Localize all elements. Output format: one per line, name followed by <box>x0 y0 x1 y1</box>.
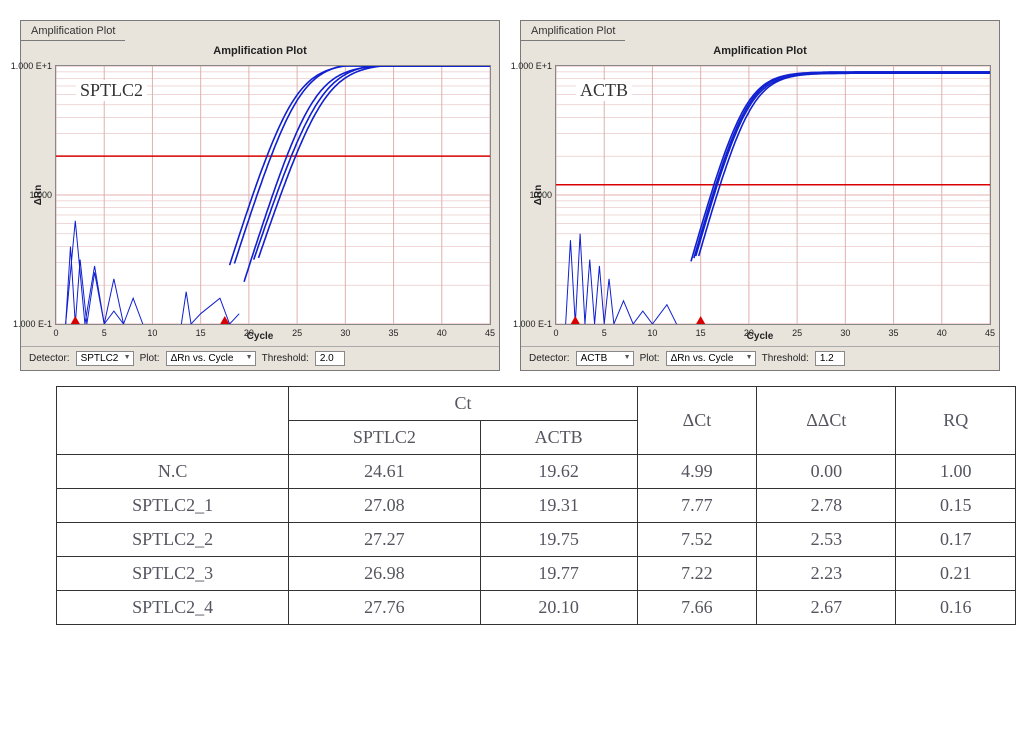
chart-tab[interactable]: Amplification Plot <box>21 22 125 41</box>
y-tick-label: 1.000 E-1 <box>8 319 52 329</box>
table-row: SPTLC2_326.9819.777.222.230.21 <box>57 557 1016 591</box>
cell-rq: 0.21 <box>896 557 1016 591</box>
x-tick-label: 40 <box>937 328 947 338</box>
table-row: SPTLC2_427.7620.107.662.670.16 <box>57 591 1016 625</box>
plot-svg-0 <box>56 66 490 324</box>
cell-ddct: 2.23 <box>757 557 896 591</box>
y-tick-label: 1.000 <box>508 190 552 200</box>
table-row: SPTLC2_227.2719.757.522.530.17 <box>57 523 1016 557</box>
chart-panel-sptlc2: Amplification Plot Amplification Plot ΔR… <box>20 20 500 371</box>
chart-title: Amplification Plot <box>21 41 499 61</box>
plot-type-label: Plot: <box>140 353 160 364</box>
sample-label: ACTB <box>576 80 632 101</box>
y-tick-label: 1.000 E+1 <box>508 61 552 71</box>
x-tick-label: 20 <box>744 328 754 338</box>
x-tick-label: 0 <box>553 328 558 338</box>
x-tick-label: 0 <box>53 328 58 338</box>
table-row: N.C24.6119.624.990.001.00 <box>57 455 1016 489</box>
y-tick-label: 1.000 <box>8 190 52 200</box>
cell-ct_sptlc2: 26.98 <box>289 557 480 591</box>
plot-type-select[interactable]: ΔRn vs. Cycle <box>166 351 256 366</box>
x-tick-label: 10 <box>147 328 157 338</box>
plot-type-select[interactable]: ΔRn vs. Cycle <box>666 351 756 366</box>
ct-data-table: Ct ΔCt ΔΔCt RQ SPTLC2 ACTB N.C24.6119.62… <box>56 386 1016 625</box>
x-tick-label: 15 <box>696 328 706 338</box>
detector-select[interactable]: SPTLC2 <box>76 351 134 366</box>
y-tick-label: 1.000 E+1 <box>8 61 52 71</box>
cell-ct_actb: 19.75 <box>480 523 637 557</box>
plot-type-label: Plot: <box>640 353 660 364</box>
cell-dct: 7.66 <box>637 591 757 625</box>
col-ct: Ct <box>289 387 637 421</box>
cell-rq: 0.17 <box>896 523 1016 557</box>
sample-label: SPTLC2 <box>76 80 147 101</box>
detector-label: Detector: <box>529 353 570 364</box>
cell-name: SPTLC2_1 <box>57 489 289 523</box>
x-tick-label: 20 <box>244 328 254 338</box>
table-header-row-1: Ct ΔCt ΔΔCt RQ <box>57 387 1016 421</box>
chart-tab[interactable]: Amplification Plot <box>521 22 625 41</box>
chart-controls: Detector: SPTLC2 Plot: ΔRn vs. Cycle Thr… <box>21 346 499 370</box>
plot-area-actb: ΔRn ACTB 1.000 E+11.0001.000 E-105101520… <box>555 65 991 325</box>
x-tick-label: 45 <box>985 328 995 338</box>
cell-ct_actb: 19.62 <box>480 455 637 489</box>
chart-controls: Detector: ACTB Plot: ΔRn vs. Cycle Thres… <box>521 346 999 370</box>
cell-name: SPTLC2_3 <box>57 557 289 591</box>
cell-name: SPTLC2_4 <box>57 591 289 625</box>
table-row: SPTLC2_127.0819.317.772.780.15 <box>57 489 1016 523</box>
cell-ct_sptlc2: 24.61 <box>289 455 480 489</box>
cell-rq: 1.00 <box>896 455 1016 489</box>
cell-ct_sptlc2: 27.76 <box>289 591 480 625</box>
x-tick-label: 35 <box>889 328 899 338</box>
threshold-input[interactable]: 2.0 <box>315 351 345 366</box>
cell-name: SPTLC2_2 <box>57 523 289 557</box>
x-axis-label: Cycle <box>21 329 499 346</box>
detector-label: Detector: <box>29 353 70 364</box>
cell-ddct: 2.53 <box>757 523 896 557</box>
cell-ct_actb: 20.10 <box>480 591 637 625</box>
cell-ct_sptlc2: 27.27 <box>289 523 480 557</box>
x-tick-label: 5 <box>102 328 107 338</box>
col-rq: RQ <box>896 387 1016 455</box>
cell-dct: 7.77 <box>637 489 757 523</box>
x-tick-label: 30 <box>840 328 850 338</box>
cell-name: N.C <box>57 455 289 489</box>
x-tick-label: 25 <box>292 328 302 338</box>
cell-ct_actb: 19.31 <box>480 489 637 523</box>
table-body: N.C24.6119.624.990.001.00SPTLC2_127.0819… <box>57 455 1016 625</box>
cell-ct_sptlc2: 27.08 <box>289 489 480 523</box>
cell-ddct: 2.67 <box>757 591 896 625</box>
x-tick-label: 10 <box>647 328 657 338</box>
threshold-label: Threshold: <box>762 353 809 364</box>
x-tick-label: 40 <box>437 328 447 338</box>
col-ddct: ΔΔCt <box>757 387 896 455</box>
x-tick-label: 30 <box>340 328 350 338</box>
cell-ddct: 0.00 <box>757 455 896 489</box>
x-tick-label: 15 <box>196 328 206 338</box>
cell-dct: 7.22 <box>637 557 757 591</box>
col-ct-actb: ACTB <box>480 421 637 455</box>
cell-rq: 0.16 <box>896 591 1016 625</box>
charts-row: Amplification Plot Amplification Plot ΔR… <box>20 20 1012 371</box>
threshold-label: Threshold: <box>262 353 309 364</box>
chart-title: Amplification Plot <box>521 41 999 61</box>
plot-area-sptlc2: ΔRn SPTLC2 1.000 E+11.0001.000 E-1051015… <box>55 65 491 325</box>
y-tick-label: 1.000 E-1 <box>508 319 552 329</box>
cell-dct: 7.52 <box>637 523 757 557</box>
col-dct: ΔCt <box>637 387 757 455</box>
cell-ddct: 2.78 <box>757 489 896 523</box>
plot-svg-1 <box>556 66 990 324</box>
x-tick-label: 5 <box>602 328 607 338</box>
x-tick-label: 25 <box>792 328 802 338</box>
x-axis-label: Cycle <box>521 329 999 346</box>
cell-dct: 4.99 <box>637 455 757 489</box>
detector-select[interactable]: ACTB <box>576 351 634 366</box>
threshold-input[interactable]: 1.2 <box>815 351 845 366</box>
x-tick-label: 35 <box>389 328 399 338</box>
cell-ct_actb: 19.77 <box>480 557 637 591</box>
x-tick-label: 45 <box>485 328 495 338</box>
cell-rq: 0.15 <box>896 489 1016 523</box>
chart-panel-actb: Amplification Plot Amplification Plot ΔR… <box>520 20 1000 371</box>
col-ct-sptlc2: SPTLC2 <box>289 421 480 455</box>
